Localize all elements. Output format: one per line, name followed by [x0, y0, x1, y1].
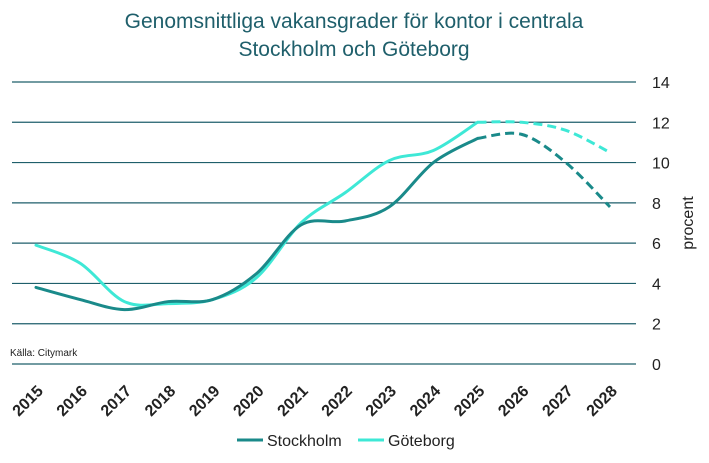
legend-label: Stockholm: [267, 433, 342, 450]
y-tick-label: 6: [652, 236, 661, 253]
legend: Stockholm Göteborg: [237, 433, 455, 450]
series-forecast-line-stockholm: [477, 131, 612, 208]
x-tick-label: 2019: [186, 383, 223, 420]
x-tick-label: 2027: [539, 383, 576, 420]
y-tick-label: 12: [652, 115, 670, 132]
x-tick-label: 2017: [98, 383, 135, 420]
series-line-gteborg: [34, 120, 480, 307]
chart-title-line-2: Stockholm och Göteborg: [238, 38, 469, 61]
y-tick-label: 10: [652, 156, 670, 173]
y-tick-label: 4: [652, 276, 661, 293]
y-tick-label: 14: [652, 75, 670, 92]
x-tick-label: 2018: [142, 383, 179, 420]
series-forecast-line-gteborg: [477, 120, 611, 154]
y-tick-label: 8: [652, 196, 661, 213]
legend-label: Göteborg: [388, 433, 455, 450]
x-tick-label: 2015: [10, 383, 47, 420]
x-tick-label: 2022: [319, 383, 356, 420]
x-tick-label: 2021: [275, 383, 312, 420]
x-tick-label: 2023: [363, 383, 400, 420]
gridlines: [12, 81, 636, 365]
y-tick-label: 0: [652, 357, 661, 374]
y-axis-label: procent: [680, 196, 697, 250]
x-tick-label: 2020: [230, 383, 267, 420]
series-line-stockholm: [34, 136, 480, 312]
source-note: Källa: Citymark: [10, 348, 78, 359]
x-tick-label: 2028: [584, 383, 621, 420]
x-tick-label: 2025: [451, 383, 488, 420]
x-tick-label: 2024: [407, 383, 444, 420]
chart-title-line-1: Genomsnittliga vakansgrader för kontor i…: [125, 10, 584, 33]
y-tick-label: 2: [652, 317, 661, 334]
x-axis-ticks: 2015 2016 2017 2018 2019 2020 2021 2022 2023 2024…: [10, 383, 621, 420]
y-axis-ticks: 0 2 4 6 8 10 12 14: [652, 75, 670, 374]
x-tick-label: 2016: [54, 383, 91, 420]
x-tick-label: 2026: [495, 383, 532, 420]
series-lines: [34, 120, 612, 312]
